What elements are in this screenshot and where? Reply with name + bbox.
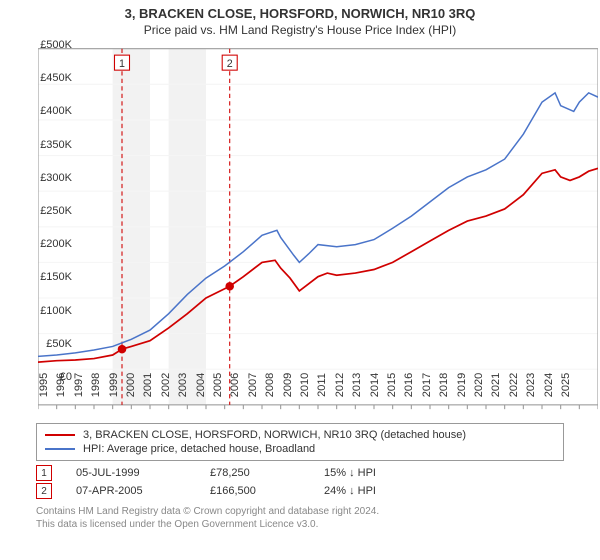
sale-date: 07-APR-2005 bbox=[76, 485, 186, 497]
x-axis-tick: 1998 bbox=[90, 373, 102, 397]
sale-date: 05-JUL-1999 bbox=[76, 467, 186, 479]
y-axis-tick: £300K bbox=[40, 172, 72, 184]
footer-line: This data is licensed under the Open Gov… bbox=[36, 518, 564, 531]
x-axis-tick: 2007 bbox=[247, 373, 259, 397]
x-axis-tick: 2000 bbox=[125, 373, 137, 397]
legend-item: HPI: Average price, detached house, Broa… bbox=[45, 442, 555, 456]
x-axis-tick: 2022 bbox=[508, 373, 520, 397]
x-axis-tick: 2020 bbox=[473, 373, 485, 397]
sale-delta: 15% ↓ HPI bbox=[324, 467, 376, 479]
chart-area: 12 £0£50K£100K£150K£200K£250K£300K£350K£… bbox=[38, 45, 598, 415]
footer-line: Contains HM Land Registry data © Crown c… bbox=[36, 505, 564, 518]
footer-attribution: Contains HM Land Registry data © Crown c… bbox=[36, 505, 564, 531]
y-axis-tick: £150K bbox=[40, 271, 72, 283]
x-axis-tick: 2025 bbox=[560, 373, 572, 397]
chart-subtitle: Price paid vs. HM Land Registry's House … bbox=[0, 21, 600, 37]
x-axis-tick: 2009 bbox=[282, 373, 294, 397]
x-axis-tick: 2014 bbox=[369, 373, 381, 397]
x-axis-tick: 2023 bbox=[525, 373, 537, 397]
x-axis-tick: 2016 bbox=[403, 373, 415, 397]
x-axis-tick: 2018 bbox=[438, 373, 450, 397]
x-axis-tick: 1999 bbox=[108, 373, 120, 397]
x-axis-tick: 2017 bbox=[421, 373, 433, 397]
x-axis-tick: 2024 bbox=[543, 373, 555, 397]
legend-swatch bbox=[45, 448, 75, 450]
sale-price: £166,500 bbox=[210, 485, 300, 497]
y-axis-tick: £500K bbox=[40, 39, 72, 51]
y-axis-tick: £200K bbox=[40, 238, 72, 250]
x-axis-tick: 1996 bbox=[55, 373, 67, 397]
x-axis-tick: 2012 bbox=[334, 373, 346, 397]
legend-label: HPI: Average price, detached house, Broa… bbox=[83, 443, 315, 455]
y-axis-tick: £100K bbox=[40, 305, 72, 317]
x-axis-tick: 1997 bbox=[73, 373, 85, 397]
sale-record-row: 1 05-JUL-1999 £78,250 15% ↓ HPI bbox=[36, 465, 564, 481]
svg-text:2: 2 bbox=[227, 58, 233, 70]
x-axis-tick: 2013 bbox=[351, 373, 363, 397]
sale-marker-box: 2 bbox=[36, 483, 52, 499]
chart-title: 3, BRACKEN CLOSE, HORSFORD, NORWICH, NR1… bbox=[0, 0, 600, 21]
x-axis-tick: 1995 bbox=[38, 373, 50, 397]
sale-record-row: 2 07-APR-2005 £166,500 24% ↓ HPI bbox=[36, 483, 564, 499]
x-axis-tick: 2005 bbox=[212, 373, 224, 397]
svg-text:1: 1 bbox=[119, 58, 125, 70]
y-axis-tick: £350K bbox=[40, 139, 72, 151]
x-axis-tick: 2021 bbox=[490, 373, 502, 397]
y-axis-tick: £50K bbox=[46, 338, 72, 350]
x-axis-tick: 2010 bbox=[299, 373, 311, 397]
sale-delta: 24% ↓ HPI bbox=[324, 485, 376, 497]
y-axis-tick: £250K bbox=[40, 205, 72, 217]
x-axis-tick: 2001 bbox=[142, 373, 154, 397]
legend-swatch bbox=[45, 434, 75, 436]
x-axis-tick: 2003 bbox=[177, 373, 189, 397]
y-axis-tick: £450K bbox=[40, 72, 72, 84]
x-axis-tick: 2019 bbox=[456, 373, 468, 397]
legend-label: 3, BRACKEN CLOSE, HORSFORD, NORWICH, NR1… bbox=[83, 429, 466, 441]
legend-item: 3, BRACKEN CLOSE, HORSFORD, NORWICH, NR1… bbox=[45, 428, 555, 442]
legend: 3, BRACKEN CLOSE, HORSFORD, NORWICH, NR1… bbox=[36, 423, 564, 461]
sale-price: £78,250 bbox=[210, 467, 300, 479]
x-axis-tick: 2006 bbox=[229, 373, 241, 397]
x-axis-tick: 2002 bbox=[160, 373, 172, 397]
y-axis-tick: £400K bbox=[40, 105, 72, 117]
sale-marker-box: 1 bbox=[36, 465, 52, 481]
x-axis-tick: 2015 bbox=[386, 373, 398, 397]
line-chart: 12 bbox=[38, 45, 598, 415]
x-axis-tick: 2008 bbox=[264, 373, 276, 397]
x-axis-tick: 2004 bbox=[195, 373, 207, 397]
x-axis-tick: 2011 bbox=[316, 373, 328, 397]
